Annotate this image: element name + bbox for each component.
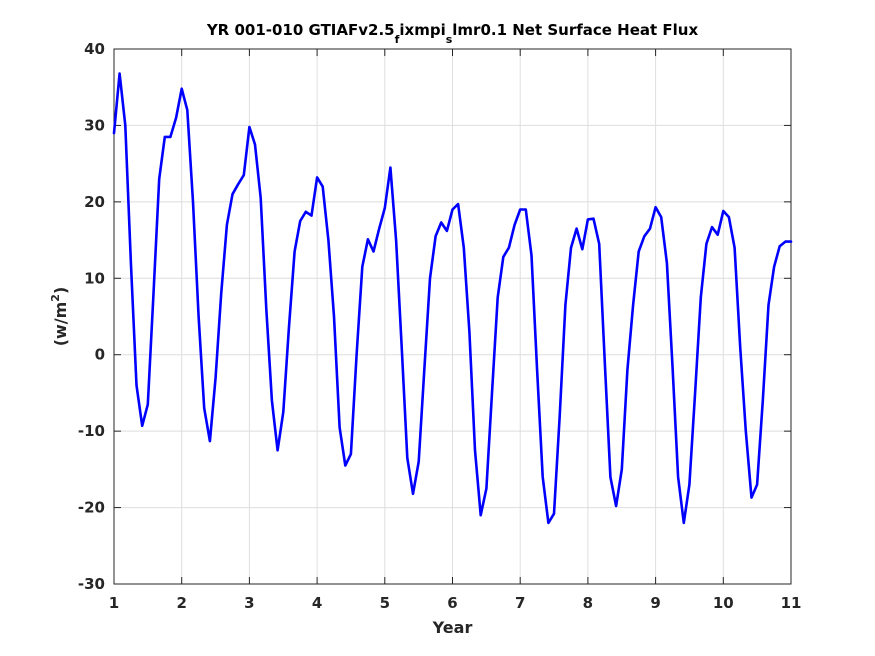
x-tick-label: 4 <box>312 594 322 612</box>
x-tick-labels: 1 2 3 4 5 6 7 8 9 10 11 <box>109 594 802 612</box>
y-label-superscript: 2 <box>49 294 62 302</box>
y-tick-label: -10 <box>78 422 105 440</box>
y-label-part-2: ) <box>51 287 70 294</box>
title-subscript-2: s <box>446 33 453 46</box>
x-tick-label: 6 <box>447 594 457 612</box>
y-tick-label: -20 <box>78 499 105 517</box>
x-tick-label: 11 <box>781 594 802 612</box>
y-tick-labels: 40 30 20 10 0 -10 -20 -30 <box>78 40 105 593</box>
series-line <box>112 72 793 525</box>
y-axis-label: (w/m2) <box>49 287 70 347</box>
y-tick-label: 0 <box>95 346 105 364</box>
y-tick-label: 10 <box>84 269 105 287</box>
y-tick-label: 30 <box>84 116 105 134</box>
x-tick-label: 2 <box>176 594 186 612</box>
chart-title: YR 001-010 GTIAFv2.5fixmpislmr0.1 Net Su… <box>206 21 699 46</box>
x-tick-label: 7 <box>515 594 525 612</box>
y-tick-label: 20 <box>84 193 105 211</box>
x-axis-label: Year <box>432 618 473 637</box>
x-tick-label: 10 <box>713 594 734 612</box>
x-tick-label: 3 <box>244 594 254 612</box>
y-tick-label: -30 <box>78 575 105 593</box>
title-part-2: ixmpi <box>399 21 445 39</box>
x-tick-label: 1 <box>109 594 119 612</box>
x-tick-label: 9 <box>650 594 660 612</box>
y-tick-label: 40 <box>84 40 105 58</box>
title-subscript-1: f <box>395 33 400 46</box>
title-part-1: YR 001-010 GTIAFv2.5 <box>206 21 395 39</box>
y-label-part-1: (w/m <box>51 302 70 347</box>
x-tick-label: 8 <box>583 594 593 612</box>
title-part-3: lmr0.1 Net Surface Heat Flux <box>452 21 698 39</box>
x-tick-label: 5 <box>380 594 390 612</box>
